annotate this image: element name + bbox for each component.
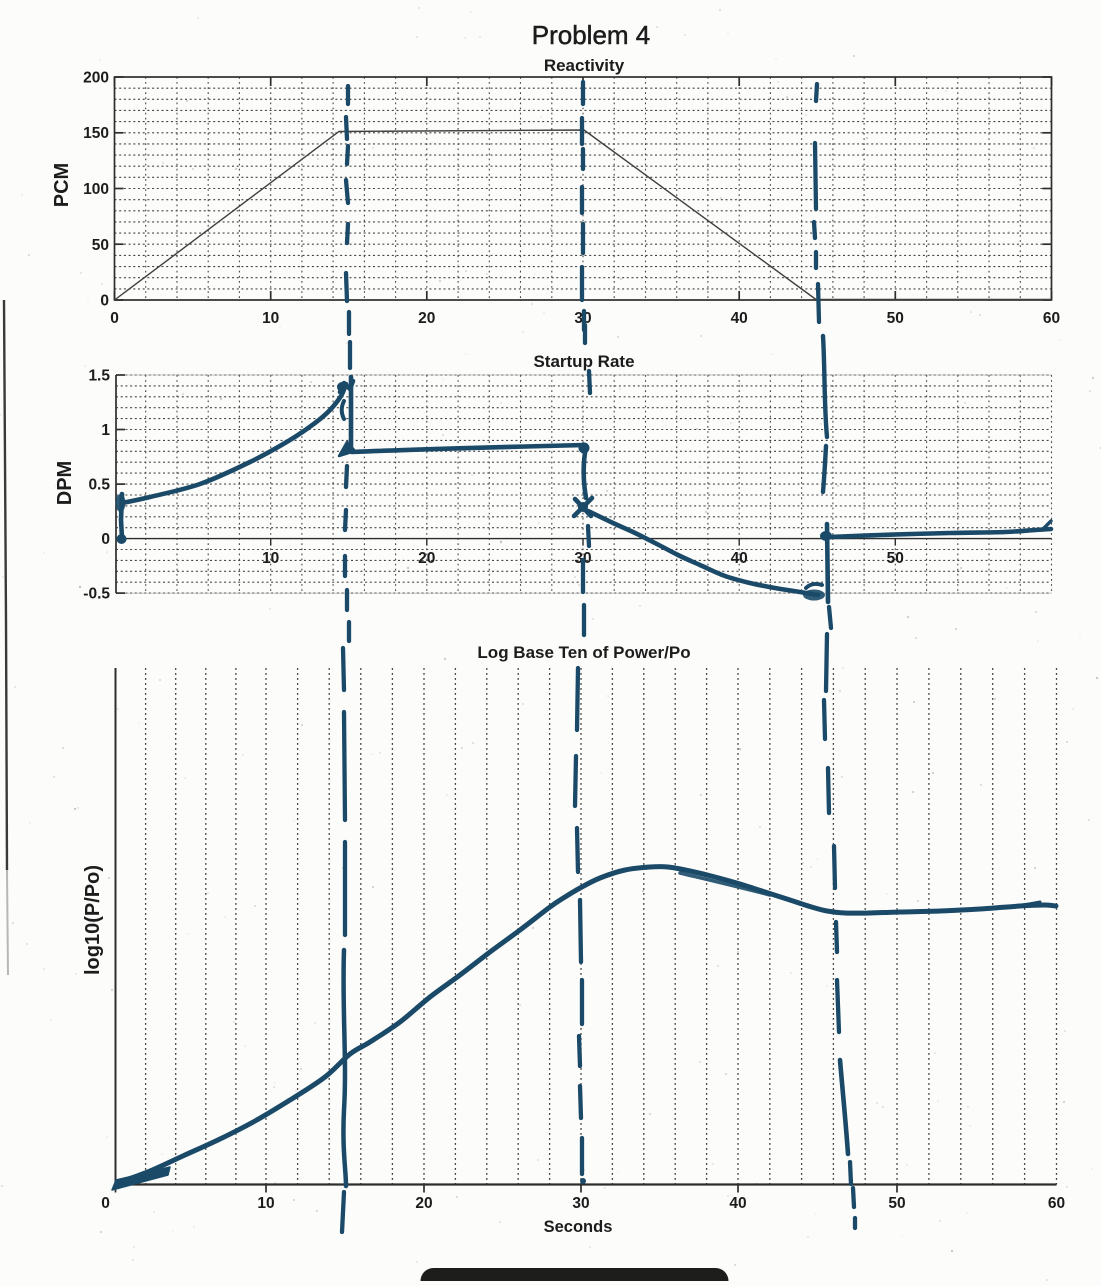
svg-text:1: 1 xyxy=(101,422,110,439)
svg-text:50: 50 xyxy=(887,550,904,567)
svg-text:50: 50 xyxy=(887,310,904,327)
svg-text:30: 30 xyxy=(572,1195,589,1212)
svg-text:1.5: 1.5 xyxy=(88,368,110,385)
svg-text:200: 200 xyxy=(83,70,109,87)
svg-text:0: 0 xyxy=(100,293,109,310)
svg-text:50: 50 xyxy=(92,237,109,254)
svg-text:PCM: PCM xyxy=(51,163,73,207)
svg-text:20: 20 xyxy=(415,1195,432,1212)
svg-text:40: 40 xyxy=(729,1195,746,1212)
svg-text:150: 150 xyxy=(83,125,109,142)
svg-text:-0.5: -0.5 xyxy=(83,586,110,603)
svg-text:Startup Rate: Startup Rate xyxy=(533,352,634,371)
svg-text:Reactivity: Reactivity xyxy=(544,56,625,75)
svg-text:10: 10 xyxy=(257,1195,274,1212)
svg-text:20: 20 xyxy=(418,310,435,327)
svg-text:10: 10 xyxy=(262,310,279,327)
svg-text:0: 0 xyxy=(101,531,110,548)
svg-text:log10(P/Po): log10(P/Po) xyxy=(82,865,104,975)
svg-text:DPM: DPM xyxy=(54,461,76,505)
svg-text:10: 10 xyxy=(262,550,279,567)
svg-text:Problem 4: Problem 4 xyxy=(532,20,651,50)
svg-text:0.5: 0.5 xyxy=(88,477,110,494)
svg-text:20: 20 xyxy=(418,550,435,567)
svg-text:100: 100 xyxy=(83,181,109,198)
svg-text:60: 60 xyxy=(1043,310,1060,327)
svg-text:50: 50 xyxy=(888,1195,905,1212)
svg-text:Log Base Ten of Power/Po: Log Base Ten of Power/Po xyxy=(477,643,690,662)
svg-text:40: 40 xyxy=(731,310,748,327)
svg-text:60: 60 xyxy=(1048,1195,1065,1212)
svg-text:40: 40 xyxy=(731,550,748,567)
svg-text:0: 0 xyxy=(101,1195,110,1212)
svg-text:0: 0 xyxy=(110,310,119,327)
svg-text:Seconds: Seconds xyxy=(544,1218,613,1236)
